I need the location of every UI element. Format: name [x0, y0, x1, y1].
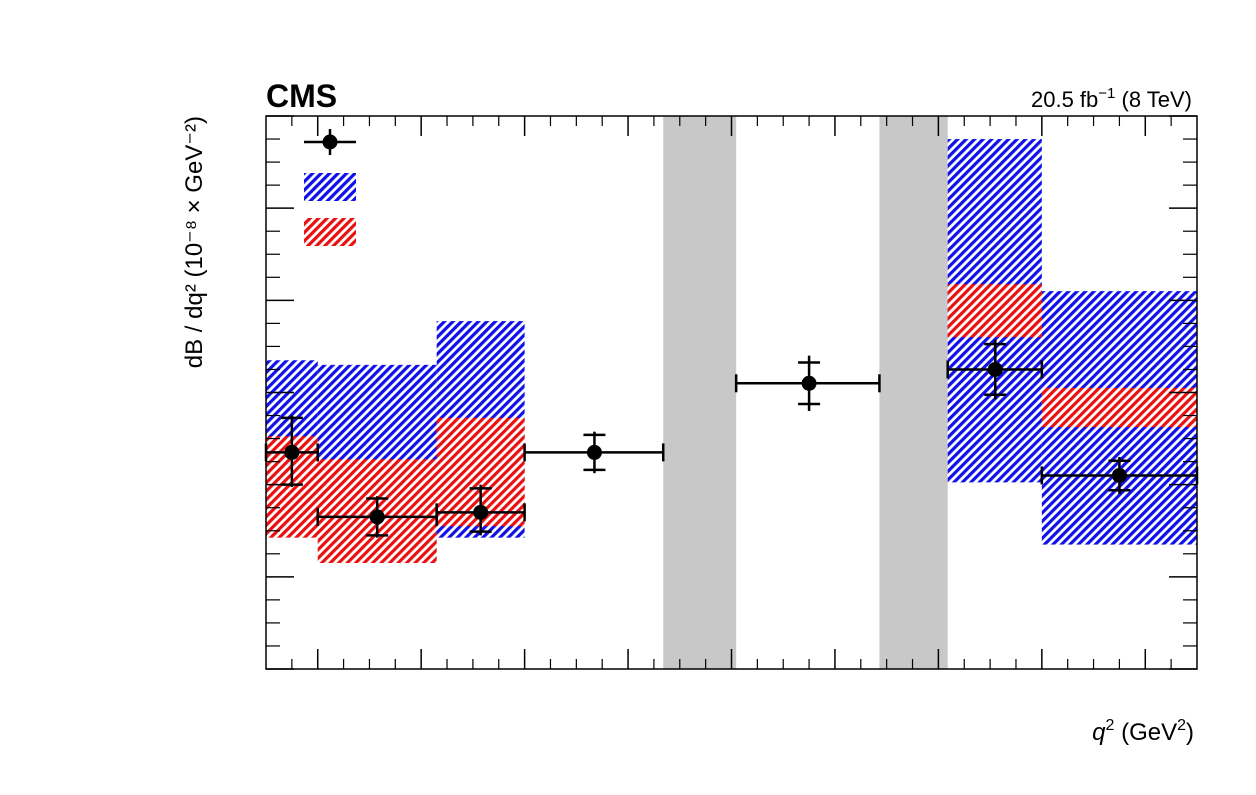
legend-entry-0: [304, 129, 356, 155]
legend-entry-1: [304, 173, 356, 201]
data-point-0: [264, 415, 319, 487]
legend-swatch: [304, 218, 356, 246]
lumi-label: 20.5 fb−1 (8 TeV): [1031, 85, 1192, 112]
vetoed-region-1: [879, 116, 948, 669]
legend: [304, 129, 356, 246]
vetoed-regions: [663, 116, 948, 669]
data-marker-1: [369, 509, 385, 525]
legend-entry-2: [304, 218, 356, 246]
band-sm-lattice-bin-4: [1041, 387, 1197, 428]
band-sm-lattice-bin-3: [947, 284, 1042, 338]
data-point-4: [734, 355, 881, 411]
axes: [265, 115, 1198, 670]
data-point-5: [946, 339, 1044, 400]
data-marker-2: [473, 504, 489, 520]
data-marker-0: [284, 444, 300, 460]
vetoed-region-0: [663, 116, 737, 669]
data-points: [264, 339, 1199, 538]
legend-swatch: [304, 173, 356, 201]
data-marker-4: [801, 375, 817, 391]
data-point-2: [435, 484, 526, 536]
data-marker-5: [987, 361, 1003, 377]
legend-marker-dot: [322, 134, 338, 150]
x-axis-title: q2 (GeV2): [1092, 717, 1194, 746]
experiment-label: CMS: [266, 78, 337, 114]
y-axis-title: dB / dq² (10⁻⁸ × GeV⁻²): [181, 116, 208, 368]
data-marker-6: [1111, 467, 1127, 483]
data-point-3: [523, 431, 665, 474]
data-point-6: [1040, 457, 1199, 494]
data-point-1: [316, 496, 438, 538]
data-marker-3: [586, 444, 602, 460]
